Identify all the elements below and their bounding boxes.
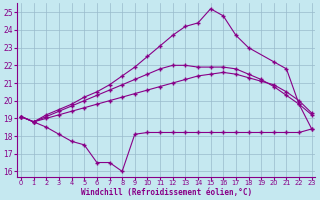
- X-axis label: Windchill (Refroidissement éolien,°C): Windchill (Refroidissement éolien,°C): [81, 188, 252, 197]
